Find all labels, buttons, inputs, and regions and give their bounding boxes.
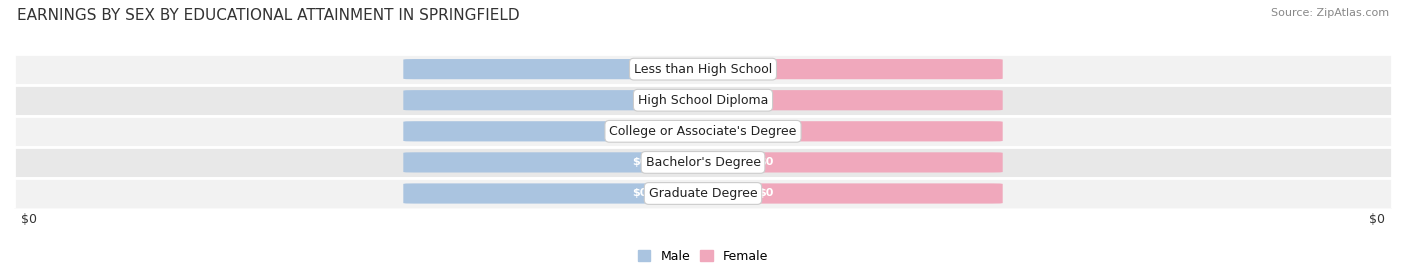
- Text: Graduate Degree: Graduate Degree: [648, 187, 758, 200]
- FancyBboxPatch shape: [404, 59, 686, 79]
- Text: $0: $0: [758, 95, 773, 105]
- Text: $0: $0: [633, 64, 648, 74]
- Text: $0: $0: [633, 157, 648, 168]
- FancyBboxPatch shape: [14, 116, 1392, 147]
- FancyBboxPatch shape: [404, 183, 686, 204]
- Text: $0: $0: [758, 157, 773, 168]
- FancyBboxPatch shape: [404, 152, 686, 173]
- FancyBboxPatch shape: [14, 178, 1392, 209]
- Text: College or Associate's Degree: College or Associate's Degree: [609, 125, 797, 138]
- Text: $0: $0: [21, 213, 37, 226]
- Text: $0: $0: [758, 64, 773, 74]
- FancyBboxPatch shape: [14, 147, 1392, 178]
- FancyBboxPatch shape: [404, 90, 686, 110]
- FancyBboxPatch shape: [720, 183, 1002, 204]
- FancyBboxPatch shape: [404, 121, 686, 142]
- FancyBboxPatch shape: [720, 121, 1002, 142]
- FancyBboxPatch shape: [14, 85, 1392, 116]
- Text: High School Diploma: High School Diploma: [638, 94, 768, 107]
- Text: $0: $0: [633, 188, 648, 199]
- Text: $0: $0: [1369, 213, 1385, 226]
- FancyBboxPatch shape: [720, 59, 1002, 79]
- Text: Source: ZipAtlas.com: Source: ZipAtlas.com: [1271, 8, 1389, 18]
- FancyBboxPatch shape: [720, 90, 1002, 110]
- FancyBboxPatch shape: [14, 54, 1392, 85]
- Legend: Male, Female: Male, Female: [633, 245, 773, 268]
- FancyBboxPatch shape: [720, 152, 1002, 173]
- Text: $0: $0: [758, 188, 773, 199]
- Text: EARNINGS BY SEX BY EDUCATIONAL ATTAINMENT IN SPRINGFIELD: EARNINGS BY SEX BY EDUCATIONAL ATTAINMEN…: [17, 8, 519, 23]
- Text: $0: $0: [758, 126, 773, 136]
- Text: Less than High School: Less than High School: [634, 63, 772, 76]
- Text: Bachelor's Degree: Bachelor's Degree: [645, 156, 761, 169]
- Text: $0: $0: [633, 95, 648, 105]
- Text: $0: $0: [633, 126, 648, 136]
